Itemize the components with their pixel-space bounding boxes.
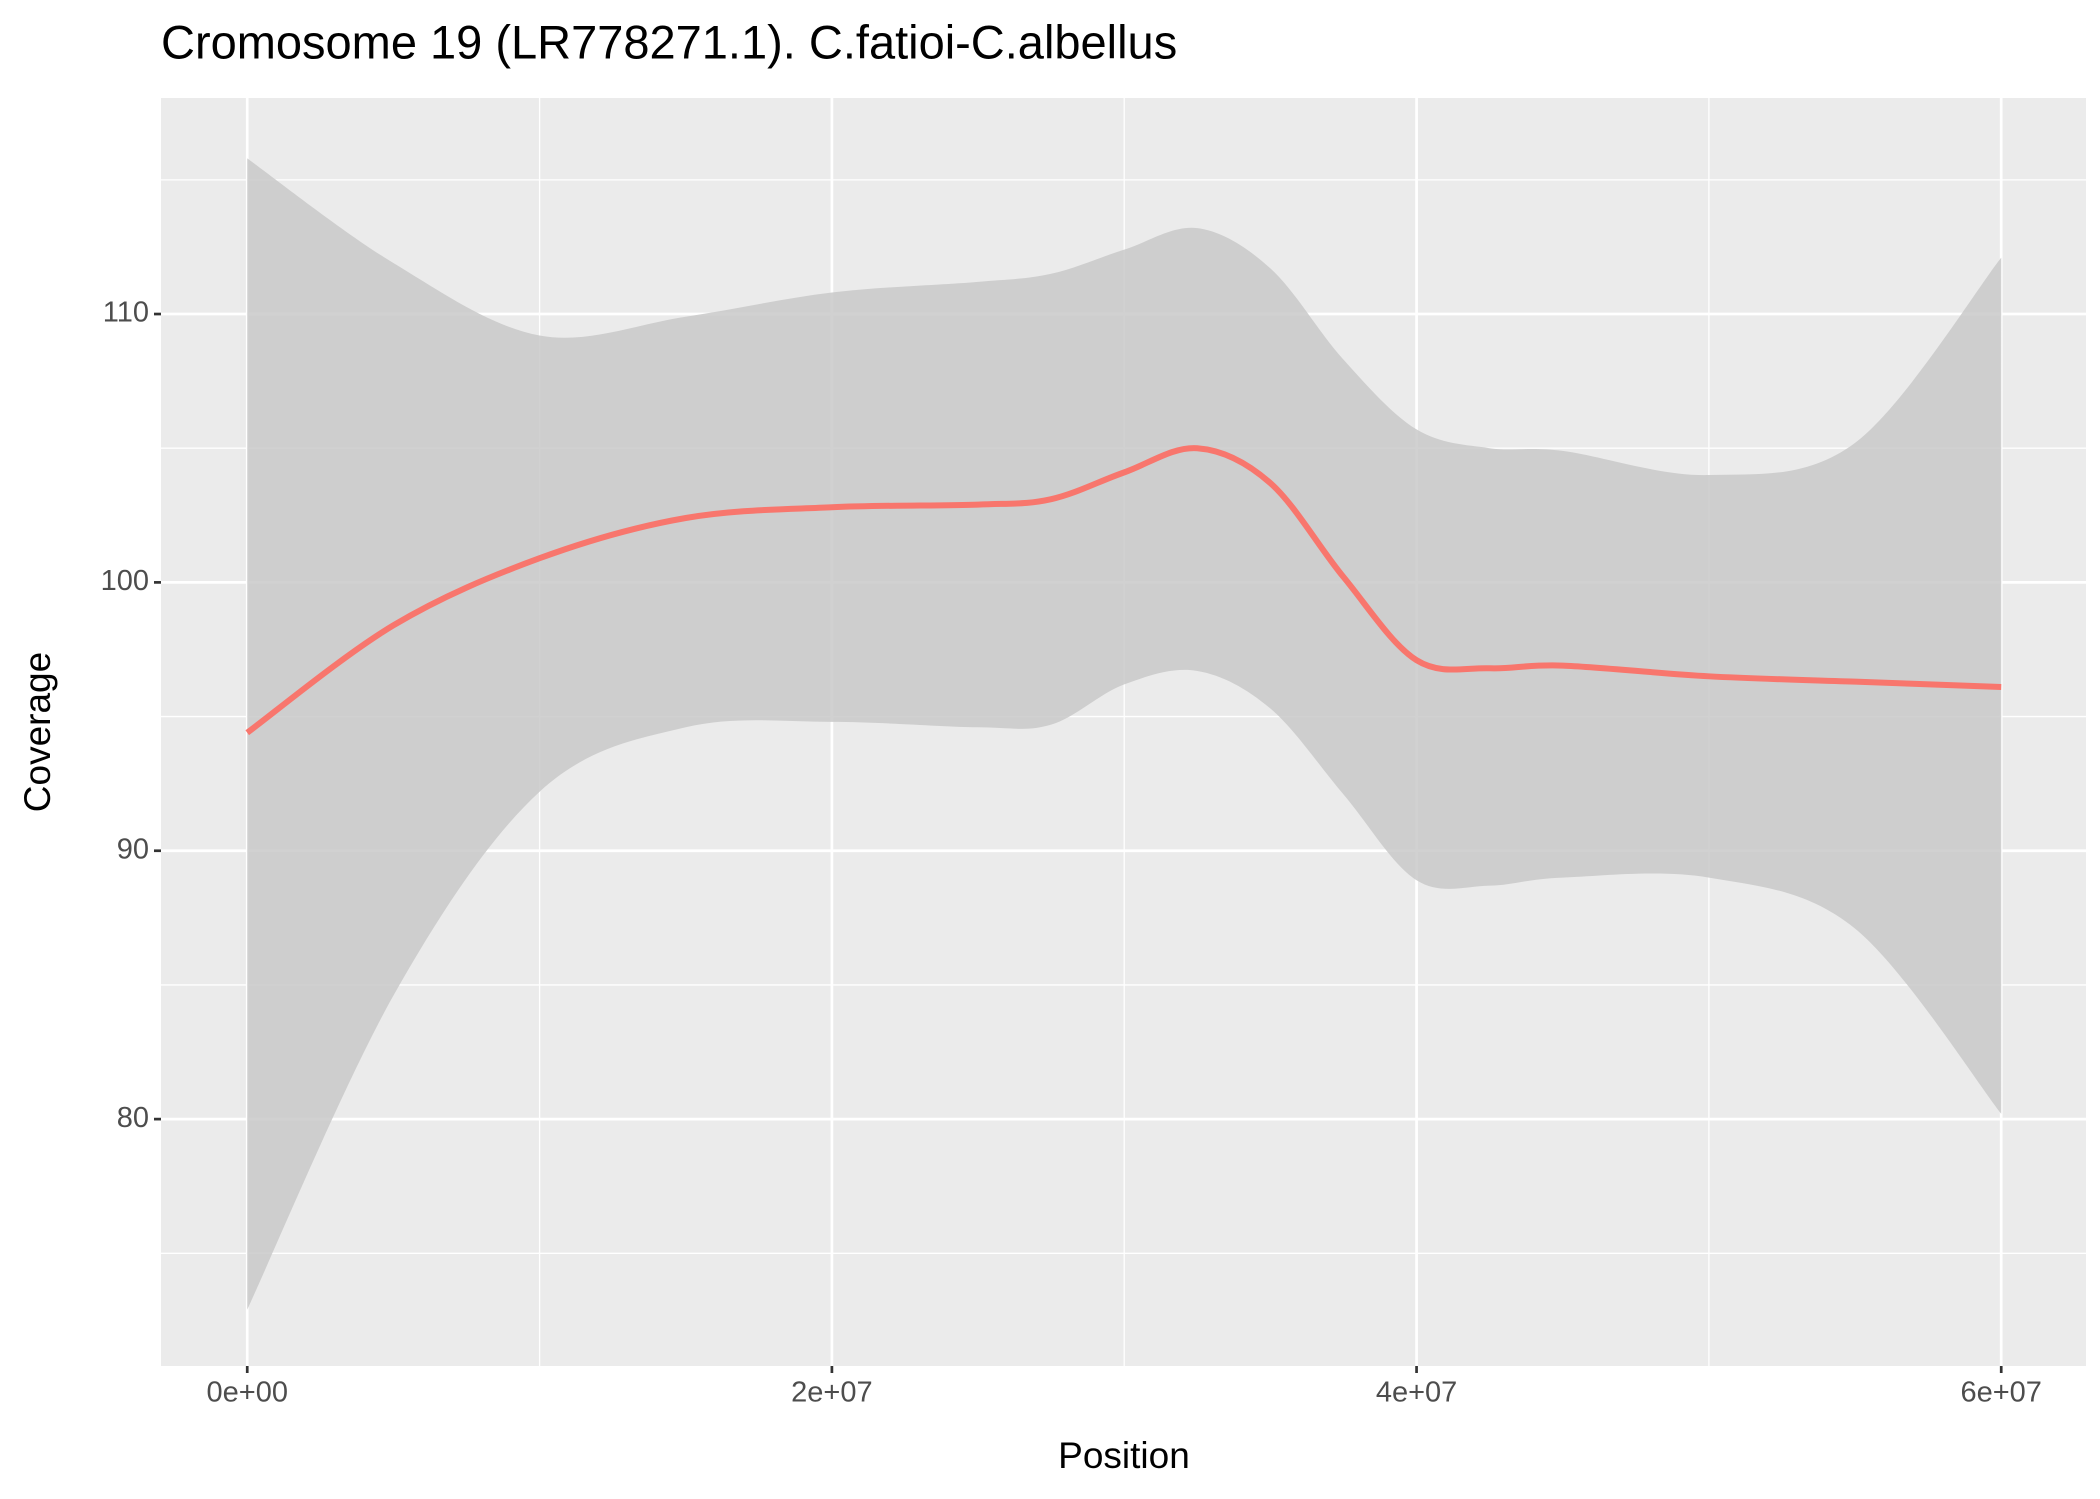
y-axis-title: Coverage bbox=[17, 652, 58, 812]
x-tick-label: 0e+00 bbox=[207, 1377, 288, 1409]
x-tick-label: 4e+07 bbox=[1376, 1377, 1457, 1409]
x-tick-label: 6e+07 bbox=[1960, 1377, 2041, 1409]
x-tick-label: 2e+07 bbox=[791, 1377, 872, 1409]
y-tick-label: 80 bbox=[117, 1102, 149, 1134]
y-tick-label: 90 bbox=[117, 833, 149, 865]
confidence-band bbox=[247, 158, 2002, 1310]
y-tick-label: 100 bbox=[101, 565, 149, 597]
y-tick-label: 110 bbox=[103, 297, 149, 329]
chart-title: Cromosome 19 (LR778271.1). C.fatioi-C.al… bbox=[161, 15, 1177, 68]
smooth-line bbox=[245, 445, 2002, 736]
x-axis-title: Position bbox=[1058, 1435, 1190, 1476]
